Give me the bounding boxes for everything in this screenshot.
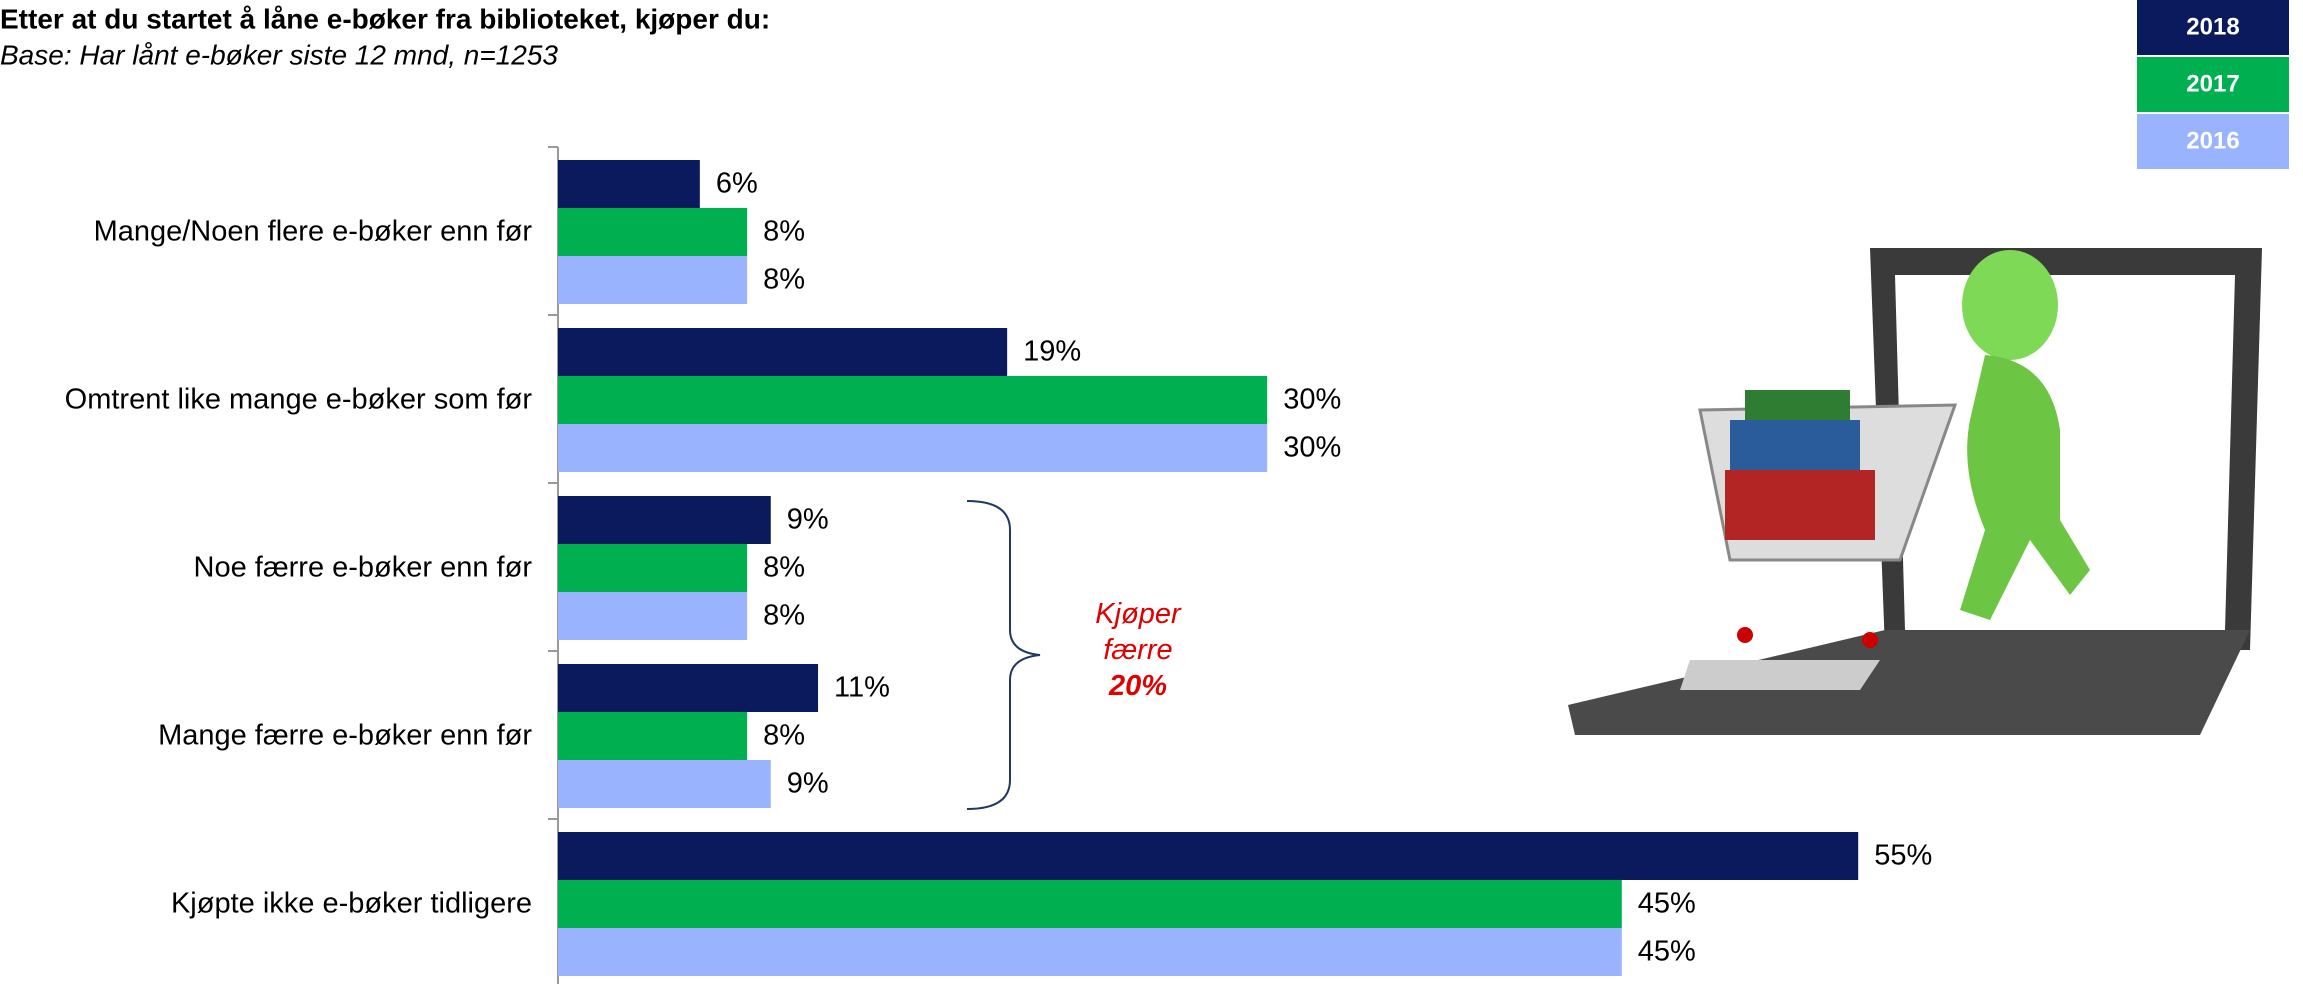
books-blue bbox=[1730, 420, 1860, 470]
bar bbox=[558, 664, 819, 712]
bar bbox=[558, 328, 1008, 376]
value-label: 8% bbox=[763, 600, 805, 632]
annotation-value: 20% bbox=[1108, 670, 1168, 702]
chart-title: Etter at du startet å låne e-bøker fra b… bbox=[0, 3, 770, 34]
books-red bbox=[1725, 470, 1875, 540]
touchpad bbox=[1680, 660, 1880, 690]
category-label: Mange færre e-bøker enn før bbox=[158, 720, 532, 752]
legend-label: 2016 bbox=[2186, 127, 2239, 154]
bar bbox=[558, 424, 1268, 472]
value-label: 6% bbox=[716, 168, 758, 200]
annotation: Kjøper færre 20% bbox=[1078, 596, 1198, 704]
chart-subtitle: Base: Har lånt e-bøker siste 12 mnd, n=1… bbox=[0, 39, 558, 70]
bar bbox=[558, 376, 1268, 424]
laptop-display bbox=[1895, 275, 2235, 630]
value-label: 8% bbox=[763, 216, 805, 248]
value-label: 8% bbox=[763, 264, 805, 296]
value-label: 30% bbox=[1283, 432, 1341, 464]
category-label: Kjøpte ikke e-bøker tidligere bbox=[171, 888, 532, 920]
bar bbox=[558, 832, 1859, 880]
legend-swatch bbox=[2137, 57, 2289, 112]
bar bbox=[558, 256, 748, 304]
value-label: 8% bbox=[763, 720, 805, 752]
value-label: 45% bbox=[1638, 888, 1696, 920]
value-label: 9% bbox=[787, 504, 829, 536]
bar bbox=[558, 880, 1622, 928]
bar bbox=[558, 592, 748, 640]
value-label: 55% bbox=[1874, 840, 1932, 872]
category-label: Mange/Noen flere e-bøker enn før bbox=[94, 216, 533, 248]
value-label: 19% bbox=[1023, 336, 1081, 368]
bar bbox=[558, 544, 748, 592]
category-label: Noe færre e-bøker enn før bbox=[194, 552, 533, 584]
laptop-base bbox=[1568, 630, 2250, 735]
bar bbox=[558, 208, 748, 256]
value-label: 30% bbox=[1283, 384, 1341, 416]
bar bbox=[558, 712, 748, 760]
value-label: 8% bbox=[763, 552, 805, 584]
legend-label: 2018 bbox=[2186, 13, 2239, 40]
value-label: 9% bbox=[787, 768, 829, 800]
annotation-text: Kjøper færre bbox=[1095, 598, 1181, 666]
bar bbox=[558, 496, 771, 544]
figure-head bbox=[1962, 250, 2058, 360]
legend-label: 2017 bbox=[2186, 70, 2239, 97]
bar bbox=[558, 928, 1622, 976]
value-label: 11% bbox=[834, 672, 890, 704]
wheel bbox=[1862, 632, 1878, 648]
value-label: 45% bbox=[1638, 936, 1696, 968]
books-green bbox=[1745, 390, 1850, 420]
legend-swatch bbox=[2137, 114, 2289, 169]
legend-swatch bbox=[2137, 0, 2289, 55]
bar bbox=[558, 160, 700, 208]
illustration bbox=[1568, 248, 2262, 735]
bar bbox=[558, 760, 771, 808]
category-label: Omtrent like mange e-bøker som før bbox=[65, 384, 533, 416]
figure-body bbox=[1960, 355, 2090, 620]
brace bbox=[966, 500, 1041, 810]
wheel bbox=[1737, 627, 1753, 643]
